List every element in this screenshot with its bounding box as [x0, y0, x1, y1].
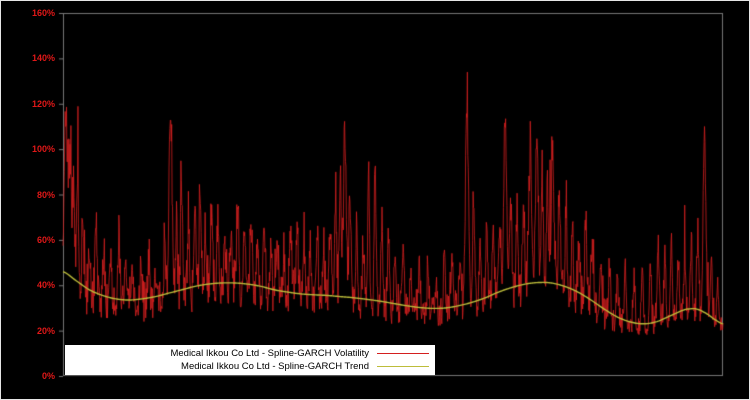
- legend-line-trend-icon: [377, 365, 429, 367]
- legend-item-volatility: Medical Ikkou Co Ltd - Spline-GARCH Vola…: [71, 347, 429, 359]
- legend-item-trend: Medical Ikkou Co Ltd - Spline-GARCH Tren…: [71, 360, 429, 372]
- y-tick-label: 60%: [36, 234, 55, 245]
- y-tick-label: 80%: [36, 189, 55, 200]
- legend-label-trend: Medical Ikkou Co Ltd - Spline-GARCH Tren…: [181, 360, 369, 372]
- legend-line-volatility-icon: [377, 352, 429, 354]
- legend: Medical Ikkou Co Ltd - Spline-GARCH Vola…: [65, 345, 435, 375]
- y-tick-label: 160%: [31, 8, 55, 18]
- y-tick-label: 100%: [31, 144, 55, 155]
- legend-label-volatility: Medical Ikkou Co Ltd - Spline-GARCH Vola…: [170, 347, 369, 359]
- y-tick-label: 0%: [41, 371, 55, 381]
- y-tick-label: 40%: [36, 280, 55, 291]
- y-tick-label: 20%: [36, 325, 55, 336]
- y-tick-label: 140%: [31, 53, 55, 64]
- y-tick-label: 120%: [31, 98, 55, 109]
